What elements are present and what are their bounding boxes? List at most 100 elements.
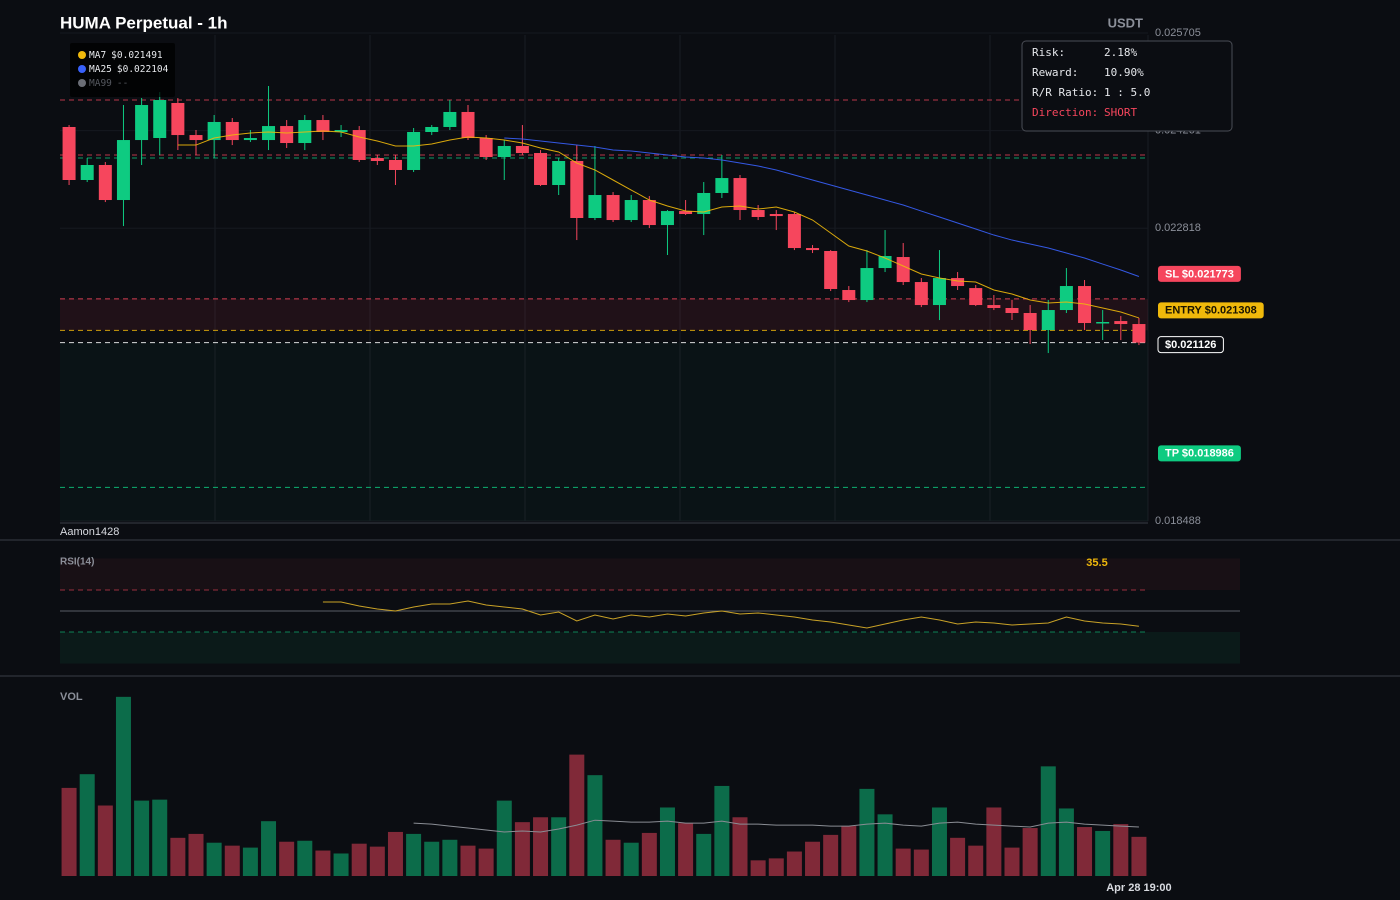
volume-bar	[605, 839, 621, 876]
stats-box	[1021, 40, 1233, 132]
candle-body	[316, 120, 330, 132]
volume-bar	[315, 850, 331, 876]
volume-bar	[333, 853, 349, 876]
candle-body	[1096, 321, 1110, 324]
volume-bar	[1004, 847, 1020, 876]
candle-body	[733, 178, 747, 211]
candle-body	[189, 135, 203, 141]
volume-bar	[369, 846, 385, 876]
x-tick-label: Apr 28 19:00	[1106, 882, 1171, 894]
rsi-line	[322, 600, 1139, 629]
volume-bar	[514, 822, 530, 876]
candle-body	[262, 126, 276, 141]
volume-bar	[859, 788, 875, 876]
candle-body	[425, 126, 439, 132]
candle-body	[135, 105, 149, 141]
candle-body	[1005, 308, 1019, 314]
legend-entry: MA7 $0.021491	[89, 50, 163, 61]
volume-bar	[1131, 836, 1147, 876]
y-tick-label: 0.025705	[1155, 27, 1201, 39]
volume-bar	[406, 833, 422, 876]
candle-body	[624, 200, 638, 221]
reward-zone	[60, 343, 1148, 521]
candle-body	[280, 126, 294, 144]
volume-bar	[968, 845, 984, 876]
volume-bar	[750, 860, 766, 876]
watermark: Aamon1428	[60, 526, 119, 538]
volume-title: VOL	[60, 691, 83, 703]
volume-bar	[152, 799, 168, 876]
candle-body	[1023, 313, 1037, 331]
zones	[60, 32, 1240, 664]
volume-bar	[1095, 830, 1111, 876]
overlays: MA7 $0.021491 MA25 $0.022104 MA99 -- SL $0.021…	[70, 40, 1264, 894]
candle-body	[932, 278, 946, 306]
y-tick-label: 0.022818	[1155, 222, 1201, 234]
legend-swatch	[78, 51, 86, 59]
volume-bar	[351, 843, 367, 876]
candle-body	[388, 159, 402, 170]
candle-body	[588, 195, 602, 219]
candle-body	[207, 121, 221, 141]
candle-body	[642, 200, 656, 226]
candle-body	[171, 102, 185, 136]
price-tag-label: SL $0.021773	[1165, 268, 1234, 280]
volume-bar	[823, 834, 839, 876]
price-tag	[1158, 445, 1241, 462]
volume-bar	[279, 841, 295, 876]
candle-body	[461, 111, 475, 139]
legend-value: --	[117, 78, 128, 89]
volume-bar	[224, 845, 240, 876]
candle-body	[860, 268, 874, 301]
volume-bar	[297, 840, 313, 876]
candle-body	[479, 138, 493, 158]
candle-body	[1041, 310, 1055, 331]
chart-title: HUMA Perpetual - 1h	[60, 13, 228, 32]
legend-entry: MA25 $0.022104	[89, 64, 169, 75]
candle-body	[570, 161, 584, 219]
candle-body	[787, 214, 801, 249]
candle-body	[914, 282, 928, 306]
volume-bar	[805, 841, 821, 876]
volume-bar	[950, 837, 966, 876]
volume-bar	[170, 837, 186, 876]
rsi-value: 35.5	[1086, 557, 1107, 569]
volume-bar	[242, 847, 258, 876]
legend-swatch	[78, 65, 86, 73]
candle-body	[679, 211, 693, 215]
legend-value: $0.021491	[111, 50, 163, 61]
volume-bar	[496, 800, 512, 876]
price-tag-label: TP $0.018986	[1165, 448, 1234, 460]
stats-value: 2.18%	[1104, 46, 1137, 59]
volume-bar	[61, 787, 77, 876]
volume-bar	[1022, 828, 1038, 876]
volume-bar	[387, 831, 403, 876]
volume-bar	[261, 821, 277, 876]
unit-label: USDT	[1108, 15, 1143, 30]
volume-bar	[97, 805, 113, 876]
volume-bar	[623, 842, 639, 876]
stats-value: 10.90%	[1104, 66, 1144, 79]
price-tag-label: ENTRY $0.021308	[1165, 305, 1257, 317]
candle-body	[225, 121, 239, 141]
risk-zone	[60, 298, 1148, 331]
volume-ma	[413, 819, 1139, 833]
candle-body	[606, 195, 620, 221]
legend-name: MA25	[89, 64, 112, 75]
candle-body	[824, 251, 838, 290]
candle-body	[497, 145, 511, 158]
candle-body	[407, 131, 421, 170]
stats-value: 1 : 5.0	[1104, 86, 1150, 99]
candle-body	[896, 257, 910, 283]
candle-body	[751, 210, 765, 217]
candle-body	[515, 145, 529, 154]
candle-body	[715, 178, 729, 193]
candle-body	[1059, 286, 1073, 311]
legend-name: MA99	[89, 78, 112, 89]
price-tag	[1157, 336, 1224, 354]
candle-body	[443, 111, 457, 127]
volume-bar	[641, 832, 657, 876]
legend-name: MA7	[89, 50, 106, 61]
